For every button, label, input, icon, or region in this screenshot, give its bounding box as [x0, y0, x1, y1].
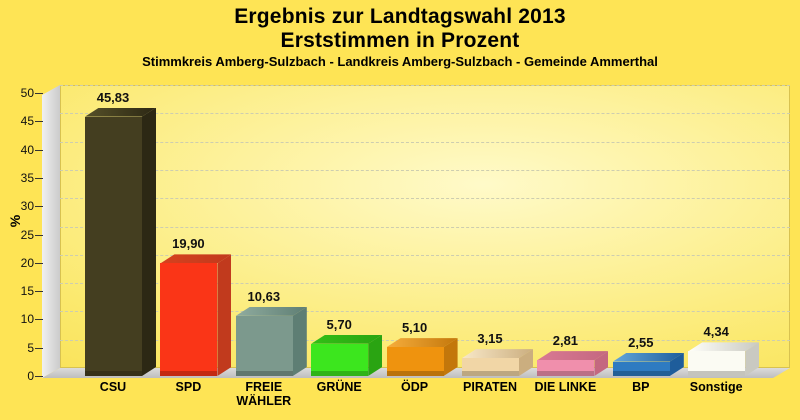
- bar-sonstige-side: [745, 342, 760, 376]
- bar-oedp: [386, 347, 444, 376]
- category-label-die-linke: DIE LINKE: [534, 380, 597, 394]
- grid-line-35: [60, 169, 790, 171]
- bar-die-linke: [537, 360, 595, 376]
- value-label-die-linke: 2,81: [552, 333, 579, 349]
- y-tick-label-35: 35: [20, 170, 34, 185]
- grid-line-40: [60, 141, 790, 143]
- category-label-piraten: PIRATEN: [463, 380, 517, 394]
- bar-csu-top: [85, 107, 156, 117]
- y-tick-label-20: 20: [20, 255, 34, 270]
- bar-die-linke-top: [537, 351, 609, 361]
- y-tick-label-15: 15: [20, 284, 34, 299]
- value-label-spd: 19,90: [172, 236, 205, 252]
- y-tick-mark-15: [35, 291, 43, 293]
- y-tick-label-30: 30: [20, 199, 34, 214]
- y-tick-label-10: 10: [20, 312, 34, 327]
- category-label-gruene: GRÜNE: [316, 380, 362, 394]
- value-label-piraten: 3,15: [477, 331, 503, 347]
- bar-oedp-top: [386, 338, 458, 348]
- y-tick-label-50: 50: [20, 86, 34, 100]
- grid-line-30: [60, 198, 790, 200]
- bar-sonstige: [688, 351, 746, 376]
- category-label-bp: BP: [632, 380, 650, 394]
- bar-spd: [160, 263, 218, 376]
- bar-oedp-side: [443, 338, 458, 376]
- bar-csu: [85, 116, 142, 376]
- bar-freie-waehler: [235, 315, 293, 376]
- y-tick-mark-20: [35, 262, 43, 264]
- bar-sonstige-top: [688, 342, 760, 352]
- y-tick-label-0: 0: [27, 369, 34, 383]
- bar-piraten: [462, 358, 519, 376]
- grid-line-15: [60, 283, 790, 285]
- grid-line-50: [60, 85, 790, 86]
- grid-line-25: [60, 226, 790, 228]
- grid-line-45: [60, 113, 790, 115]
- bar-freie-waehler-side: [292, 306, 307, 376]
- bar-csu-side: [142, 107, 156, 376]
- y-tick-mark-0: [35, 376, 43, 377]
- bar-spd-side: [217, 254, 232, 376]
- grid-line-10: [60, 311, 790, 313]
- bar-spd-top: [160, 254, 232, 264]
- bar-bp: [612, 361, 670, 376]
- value-label-csu: 45,83: [96, 89, 130, 105]
- category-label-freie-waehler: FREIE WÄHLER: [236, 380, 292, 408]
- grid-line-20: [60, 254, 790, 256]
- bar-gruene: [311, 343, 369, 376]
- bar-bp-top: [612, 352, 684, 362]
- category-label-csu: CSU: [99, 380, 127, 394]
- y-tick-label-45: 45: [20, 114, 34, 129]
- y-tick-mark-30: [35, 206, 43, 208]
- value-label-sonstige: 4,34: [703, 324, 729, 340]
- value-label-bp: 2,55: [628, 334, 654, 350]
- y-tick-label-25: 25: [20, 227, 34, 242]
- category-label-spd: SPD: [175, 380, 202, 394]
- y-tick-mark-5: [35, 347, 43, 349]
- category-label-sonstige: Sonstige: [689, 380, 743, 394]
- chart-subtitle: Stimmkreis Amberg-Sulzbach - Landkreis A…: [142, 54, 658, 69]
- value-label-freie-waehler: 10,63: [247, 288, 281, 304]
- y-tick-mark-10: [35, 319, 43, 321]
- y-tick-mark-35: [35, 177, 43, 179]
- bar-gruene-top: [311, 334, 383, 344]
- y-tick-label-40: 40: [20, 142, 34, 157]
- bar-freie-waehler-top: [235, 306, 307, 316]
- y-tick-mark-45: [35, 121, 43, 123]
- bar-gruene-side: [368, 334, 383, 376]
- chart-title-line2: Erststimmen in Prozent: [280, 29, 520, 52]
- y-axis-label: %: [7, 214, 23, 228]
- value-label-oedp: 5,10: [401, 320, 428, 336]
- axis-wall-3d: [42, 85, 60, 378]
- y-tick-mark-40: [35, 149, 43, 151]
- category-label-oedp: ÖDP: [401, 380, 429, 394]
- y-tick-mark-25: [35, 234, 43, 236]
- value-label-gruene: 5,70: [326, 316, 352, 332]
- y-tick-mark-50: [35, 93, 43, 94]
- bar-piraten-top: [462, 349, 533, 359]
- y-tick-label-5: 5: [27, 340, 34, 355]
- chart-title-line1: Ergebnis zur Landtagswahl 2013: [234, 5, 566, 28]
